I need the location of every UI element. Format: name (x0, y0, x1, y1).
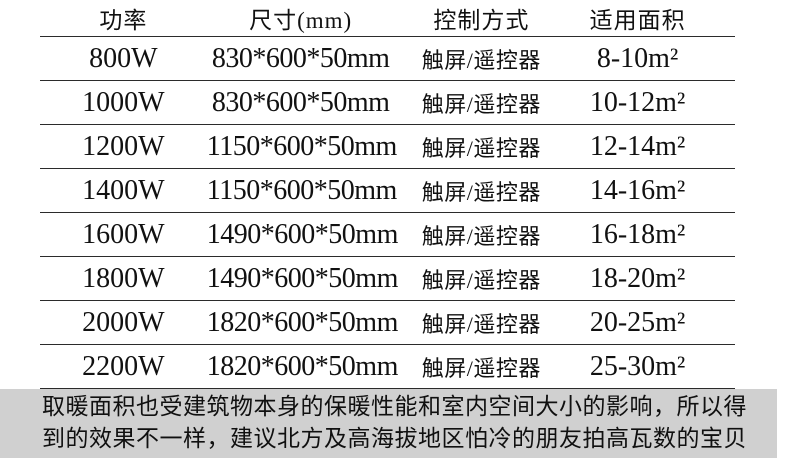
cell-size: 1150*600*50mm (206, 130, 398, 162)
spec-table: 功率 尺寸(mm) 控制方式 适用面积 800W 830*600*50mm 触屏… (40, 0, 735, 389)
cell-power: 1200W (82, 130, 165, 162)
cell-area: 8-10m² (596, 42, 679, 74)
cell-area: 25-30m² (589, 350, 686, 382)
cell-size: 1150*600*50mm (206, 174, 398, 206)
cell-size: 1490*600*50mm (206, 218, 399, 250)
cell-size: 830*600*50mm (211, 86, 390, 118)
cell-control: 触屏/遥控器 (421, 355, 541, 381)
cell-area: 16-18m² (589, 218, 686, 250)
cell-area: 20-25m² (589, 306, 686, 338)
table-row: 2200W 1820*600*50mm 触屏/遥控器 25-30m² (40, 345, 735, 389)
cell-control: 触屏/遥控器 (421, 47, 541, 73)
table-header-row: 功率 尺寸(mm) 控制方式 适用面积 (40, 0, 735, 37)
table-row: 2000W 1820*600*50mm 触屏/遥控器 20-25m² (40, 301, 735, 345)
cell-control: 触屏/遥控器 (421, 311, 541, 337)
cell-control: 触屏/遥控器 (421, 223, 541, 249)
cell-area: 18-20m² (589, 262, 686, 294)
cell-size: 1820*600*50mm (206, 306, 399, 338)
cell-control: 触屏/遥控器 (421, 267, 541, 293)
cell-area: 10-12m² (589, 86, 686, 118)
note-box: 取暖面积也受建筑物本身的保暖性能和室内空间大小的影响，所以得到的效果不一样，建议… (0, 389, 777, 458)
cell-control: 触屏/遥控器 (421, 179, 541, 205)
cell-power: 2000W (82, 306, 165, 338)
table-row: 1000W 830*600*50mm 触屏/遥控器 10-12m² (40, 81, 735, 125)
table-row: 1800W 1490*600*50mm 触屏/遥控器 18-20m² (40, 257, 735, 301)
cell-power: 800W (89, 42, 158, 74)
cell-area: 14-16m² (589, 174, 686, 206)
cell-size: 1490*600*50mm (206, 262, 399, 294)
cell-size: 1820*600*50mm (206, 350, 399, 382)
cell-size: 830*600*50mm (211, 42, 390, 74)
cell-area: 12-14m² (589, 130, 686, 162)
table-row: 800W 830*600*50mm 触屏/遥控器 8-10m² (40, 37, 735, 81)
header-cell-size: 尺寸(mm) (249, 8, 353, 33)
table-body: 800W 830*600*50mm 触屏/遥控器 8-10m² 1000W 83… (40, 37, 735, 389)
cell-power: 1800W (82, 262, 165, 294)
header-cell-power: 功率 (99, 8, 148, 33)
table-row: 1600W 1490*600*50mm 触屏/遥控器 16-18m² (40, 213, 735, 257)
cell-power: 1000W (82, 86, 165, 118)
header-cell-control: 控制方式 (433, 8, 530, 33)
table-row: 1200W 1150*600*50mm 触屏/遥控器 12-14m² (40, 125, 735, 169)
table-row: 1400W 1150*600*50mm 触屏/遥控器 14-16m² (40, 169, 735, 213)
cell-power: 1400W (82, 174, 165, 206)
cell-control: 触屏/遥控器 (421, 135, 541, 161)
note-text: 取暖面积也受建筑物本身的保暖性能和室内空间大小的影响，所以得到的效果不一样，建议… (42, 394, 747, 451)
header-cell-area: 适用面积 (589, 8, 686, 33)
cell-power: 2200W (82, 350, 165, 382)
cell-control: 触屏/遥控器 (421, 91, 541, 117)
cell-power: 1600W (82, 218, 165, 250)
